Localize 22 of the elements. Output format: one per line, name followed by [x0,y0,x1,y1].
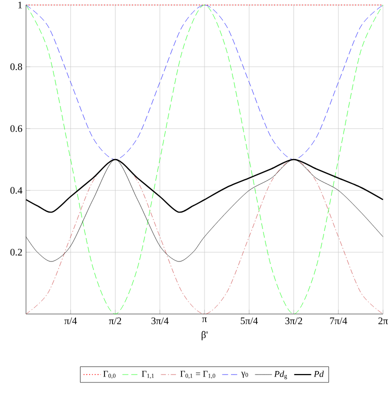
x-tick-label: 3π/4 [151,318,169,324]
y-tick-label: 1 [18,2,22,8]
y-tick-label: 0.8 [10,63,22,70]
legend-label: Γ$_{0,1}$ = Γ$_{1,0}$ [180,370,216,379]
x-tick-label: 7π/4 [330,318,348,324]
legend-label: Γ$_{0,0}$ [103,370,116,379]
x-tick-label: π/2 [109,318,122,324]
x-tick-label: π/4 [64,318,77,324]
x-tick-label: π [202,318,207,322]
x-tick-label: 2π [378,318,388,324]
line-series [26,4,384,160]
x-tick-label: 5π/4 [240,318,258,324]
y-tick-label: 0.2 [10,248,22,256]
legend-label: γ$_{0}$ [241,372,248,378]
legend-label: Γ$_{1,1}$ [142,370,154,379]
legend-label: Pd$_{g}$ [274,370,288,380]
x-tick-label: 3π/2 [285,318,302,324]
line-series [26,4,384,314]
x-axis-title: β' [202,331,208,340]
legend-label: Pd [314,370,324,378]
y-tick-label: 0.6 [10,125,22,132]
y-tick-label: 0.4 [10,187,22,194]
